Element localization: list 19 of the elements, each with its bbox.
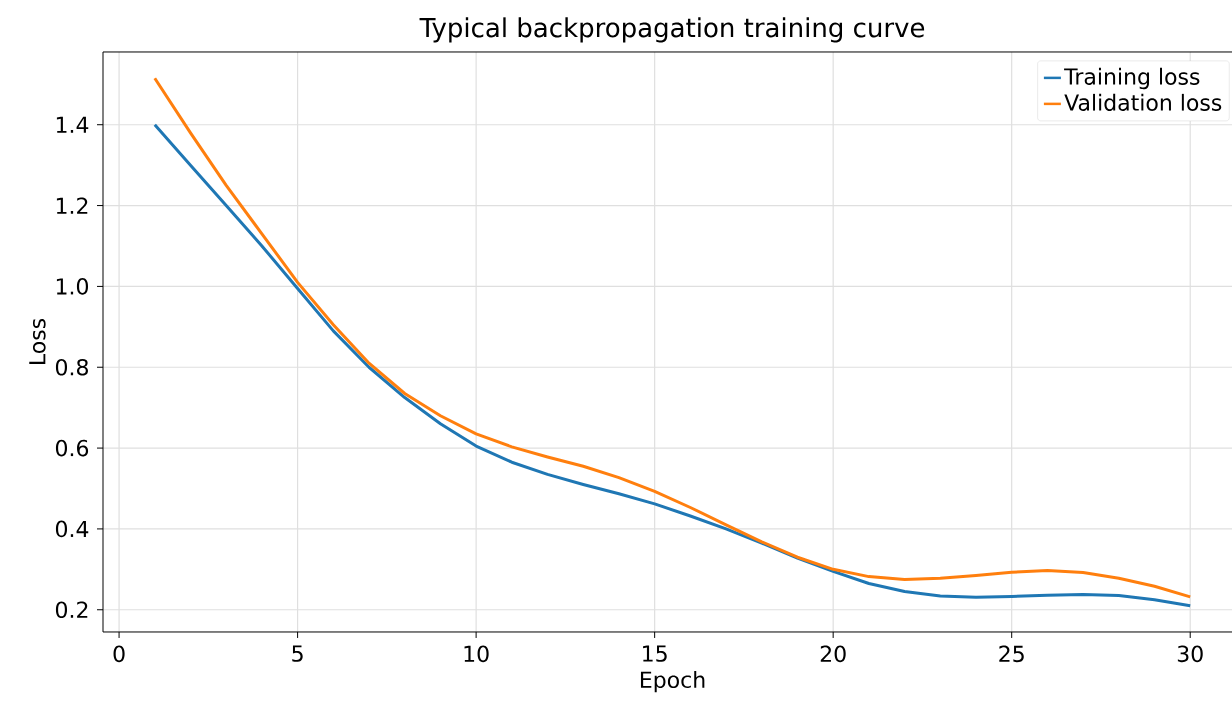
x-tick-label: 20	[820, 645, 846, 663]
y-tick-label: 1.4	[56, 116, 89, 133]
x-tick-label: 10	[464, 645, 489, 663]
x-tick-label: 0	[113, 645, 125, 663]
y-axis-title: Loss	[29, 318, 46, 364]
x-tick-label: 5	[292, 645, 303, 662]
chart-title: Typical backpropagation training curve	[419, 17, 925, 43]
y-tick-label: 0.4	[55, 520, 89, 538]
y-tick-label: 0.2	[55, 601, 88, 619]
x-tick-label: 15	[643, 645, 667, 662]
x-axis-title: Epoch	[640, 671, 705, 693]
y-tick-label: 0.6	[55, 439, 89, 457]
y-tick-label: 1.0	[56, 278, 89, 295]
x-tick-label: 30	[1177, 645, 1203, 663]
legend-label: Training loss	[1064, 67, 1200, 90]
x-tick-label: 25	[999, 645, 1024, 663]
legend-label: Validation loss	[1064, 93, 1222, 111]
y-tick-label: 0.8	[55, 358, 88, 376]
y-tick-label: 1.2	[56, 197, 88, 214]
